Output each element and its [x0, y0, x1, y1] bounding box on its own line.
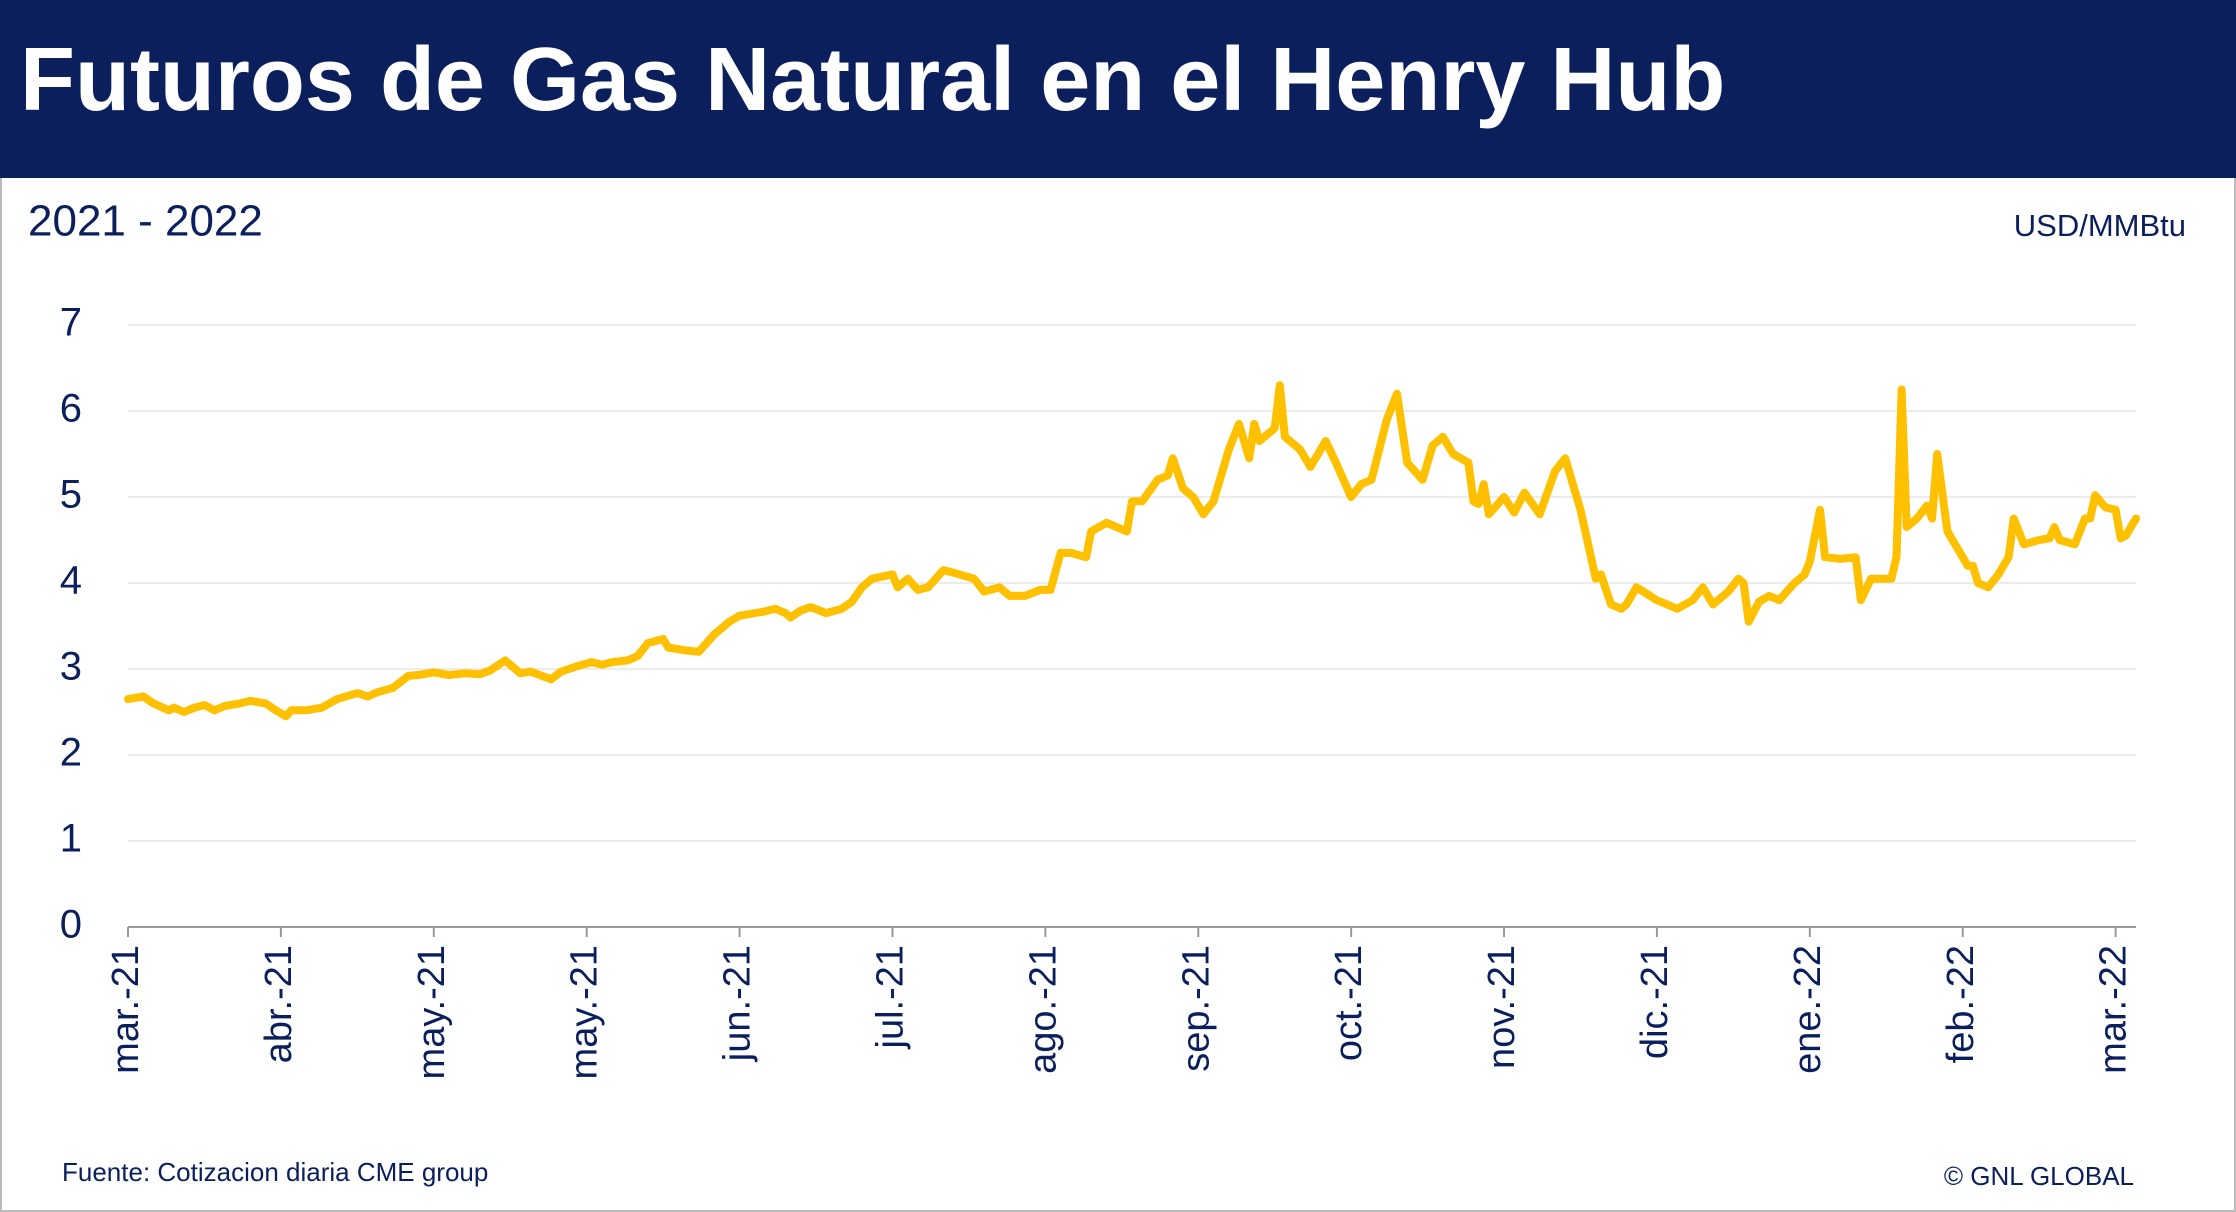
- x-tick-label: jun.-21: [717, 945, 759, 1062]
- y-tick-label: 1: [60, 817, 82, 861]
- chart-subtitle: 2021 - 2022: [28, 197, 263, 246]
- x-tick-label: mar.-22: [2093, 945, 2135, 1074]
- y-tick-label: 0: [60, 903, 82, 947]
- x-tick-label: ene.-22: [1787, 945, 1829, 1074]
- x-tick-label: dic.-21: [1634, 945, 1676, 1059]
- x-tick-label: sep.-21: [1175, 945, 1217, 1072]
- x-tick-label: ago.-21: [1022, 945, 1064, 1074]
- y-unit: USD/MMBtu: [2014, 208, 2186, 243]
- x-tick-label: may.-21: [564, 945, 606, 1079]
- x-tick-label: mar.-21: [105, 945, 147, 1074]
- y-tick-label: 3: [60, 645, 82, 689]
- x-tick-label: may.-21: [411, 945, 453, 1079]
- x-tick-label: nov.-21: [1481, 945, 1523, 1069]
- chart-title: Futuros de Gas Natural en el Henry Hub: [20, 30, 1725, 130]
- y-tick-label: 6: [60, 387, 82, 431]
- x-tick-label: feb.-22: [1940, 945, 1982, 1063]
- header-band: [0, 0, 2236, 178]
- y-tick-label: 2: [60, 731, 82, 775]
- x-tick-label: abr.-21: [258, 945, 300, 1063]
- credit: © GNL GLOBAL: [1944, 1161, 2134, 1191]
- y-tick-label: 5: [60, 473, 82, 517]
- x-tick-label: jul.-21: [869, 945, 911, 1050]
- x-tick-label: oct.-21: [1328, 945, 1370, 1061]
- y-tick-label: 7: [60, 301, 82, 345]
- y-tick-label: 4: [60, 559, 82, 603]
- source-note: Fuente: Cotizacion diaria CME group: [62, 1157, 488, 1187]
- price-line: [124, 381, 2140, 721]
